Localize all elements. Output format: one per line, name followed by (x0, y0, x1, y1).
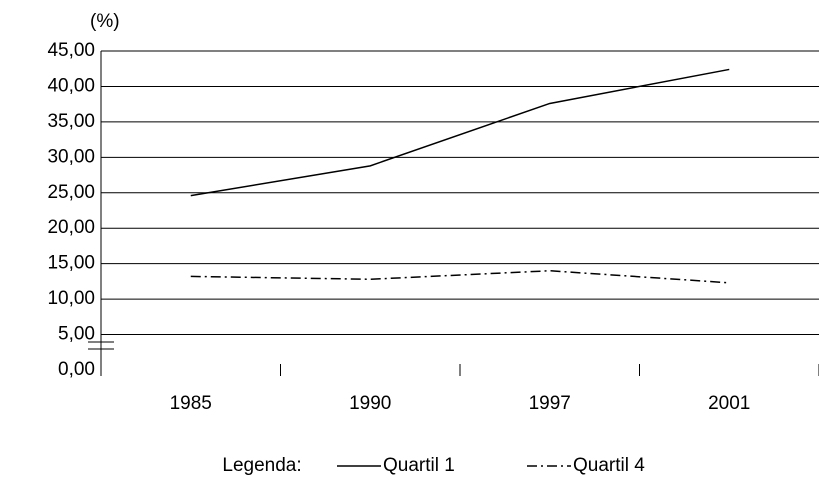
y-tick-label: 25,00 (47, 182, 95, 203)
series-line (190, 68, 730, 197)
y-tick-label: 5,00 (58, 324, 95, 345)
axis-break (88, 341, 114, 350)
x-tick-label: 1990 (349, 393, 391, 414)
y-tick-label: 20,00 (47, 217, 95, 238)
x-tick-label: 1997 (529, 393, 571, 414)
y-tick-label: 30,00 (47, 146, 95, 167)
y-tick-label: 0,00 (58, 359, 95, 380)
x-tick-label: 2001 (708, 393, 750, 414)
legend-label: Quartil 4 (573, 455, 645, 476)
series-line (190, 270, 730, 284)
y-tick-label: 35,00 (47, 111, 95, 132)
x-tick-label: 1985 (170, 393, 212, 414)
legend-label: Quartil 1 (383, 455, 455, 476)
y-tick-label: 15,00 (47, 253, 95, 274)
y-tick-label: 10,00 (47, 288, 95, 309)
legend-title: Legenda: (222, 455, 301, 476)
y-tick-label: 45,00 (47, 40, 95, 61)
y-unit-label: (%) (90, 11, 120, 32)
y-tick-label: 40,00 (47, 75, 95, 96)
